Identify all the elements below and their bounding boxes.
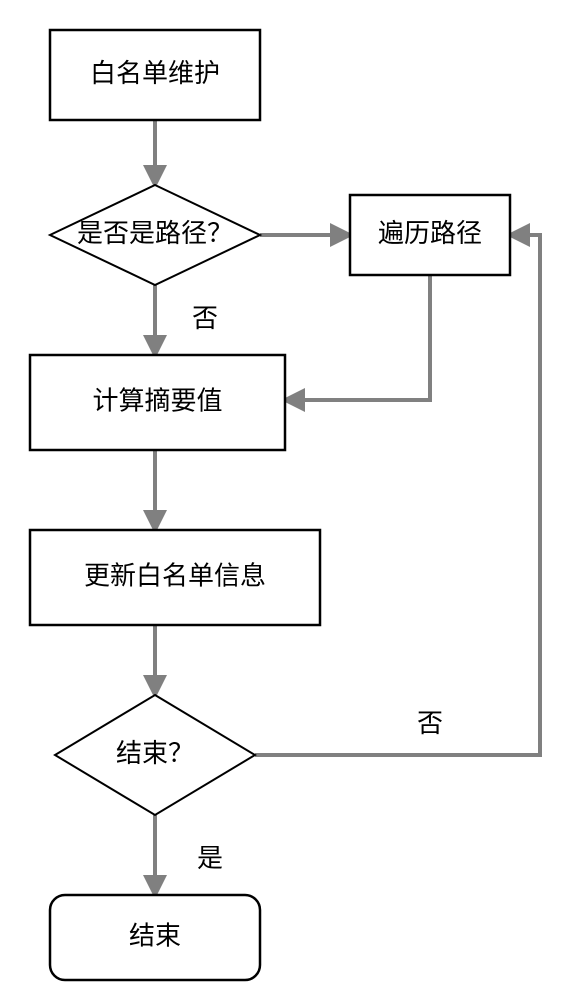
node-label-n4: 计算摘要值 — [92, 385, 222, 415]
node-label-n1: 白名单维护 — [90, 58, 220, 88]
node-label-n7: 结束 — [129, 920, 181, 950]
edge-n3-n4 — [285, 275, 430, 400]
node-label-n3: 遍历路径 — [378, 218, 482, 248]
edge-label: 否 — [417, 708, 443, 738]
node-label-n6: 结束？ — [116, 738, 194, 768]
edge-label: 否 — [192, 303, 218, 333]
edge-label: 是 — [197, 843, 223, 873]
edge-n6-loop — [255, 235, 540, 755]
node-label-n2: 是否是路径？ — [77, 218, 233, 248]
node-label-n5: 更新白名单信息 — [84, 560, 266, 590]
